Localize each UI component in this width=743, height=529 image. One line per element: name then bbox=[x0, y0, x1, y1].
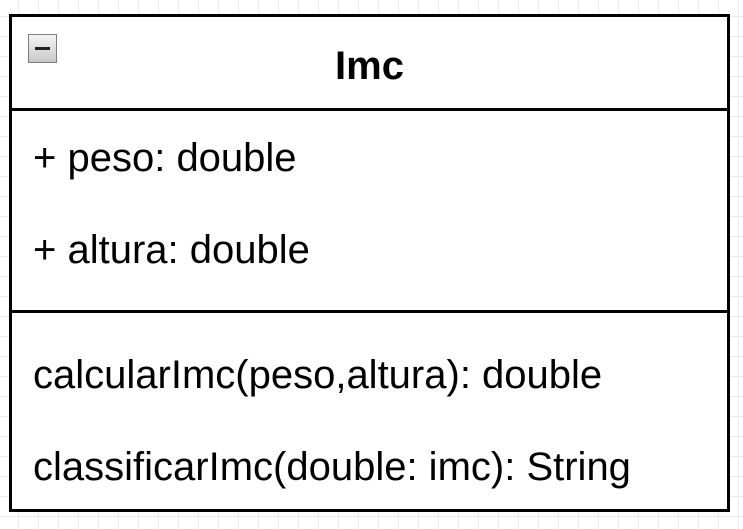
attribute-peso[interactable]: + peso: double bbox=[33, 136, 297, 180]
uml-class-imc[interactable]: Imc + peso: double + altura: double calc… bbox=[9, 14, 730, 512]
attributes-compartment: + peso: double + altura: double bbox=[12, 111, 727, 313]
method-classificar-imc[interactable]: classificarImc(double: imc): String bbox=[33, 445, 631, 489]
method-calcular-imc[interactable]: calcularImc(peso,altura): double bbox=[33, 353, 603, 397]
minus-icon bbox=[35, 47, 50, 50]
class-header: Imc bbox=[12, 17, 727, 111]
class-name: Imc bbox=[335, 44, 404, 88]
attribute-altura[interactable]: + altura: double bbox=[33, 228, 310, 272]
methods-compartment: calcularImc(peso,altura): double classif… bbox=[12, 313, 727, 509]
collapse-button[interactable] bbox=[28, 34, 57, 63]
